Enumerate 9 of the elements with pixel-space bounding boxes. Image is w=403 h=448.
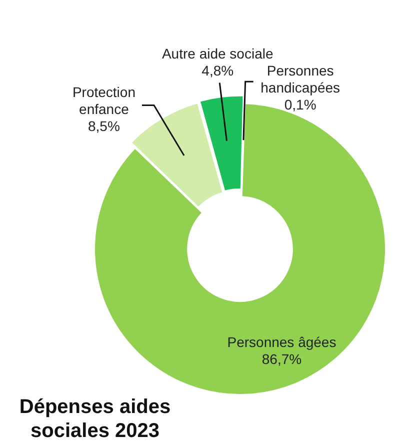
- slice-label: Personnes âgées: [227, 334, 336, 350]
- slice-label: Protection enfance: [72, 84, 136, 118]
- slice-label: Personnes handicapées: [260, 62, 340, 96]
- data-label: 8,5%: [88, 118, 120, 134]
- text: Dépenses aides sociales 2023: [18, 395, 172, 443]
- data-label: 0,1%: [284, 96, 316, 112]
- data-label: 4,8%: [202, 62, 234, 79]
- slice-label: Autre aide sociale: [162, 46, 274, 62]
- data-label: 86,7%: [262, 351, 302, 368]
